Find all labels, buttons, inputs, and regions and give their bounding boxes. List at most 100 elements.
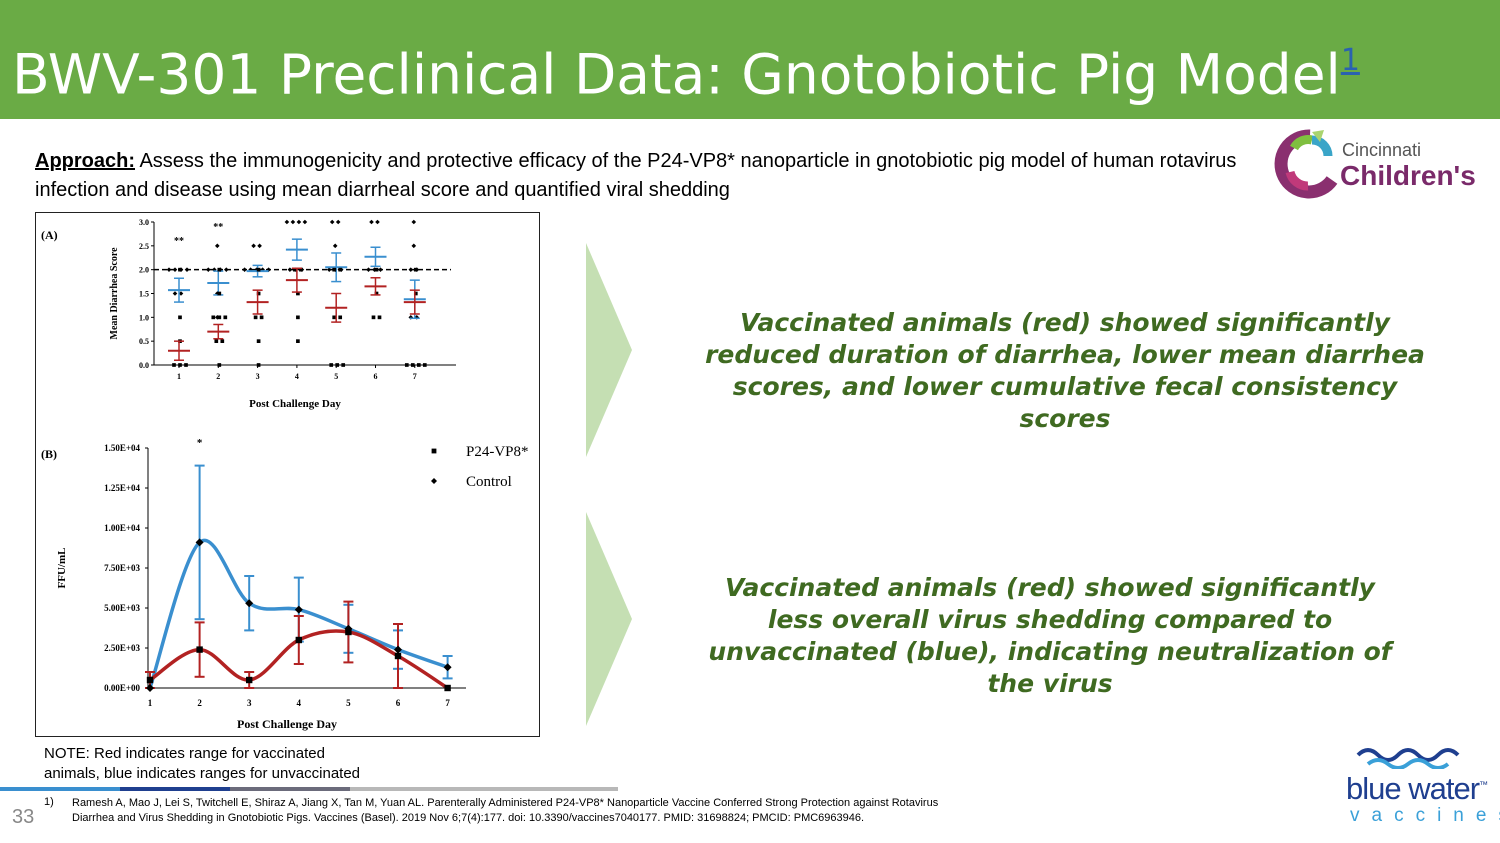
panel-a-point	[242, 267, 247, 272]
blue-water-text: blue water™	[1346, 771, 1488, 807]
reference-text: Ramesh A, Mao J, Lei S, Twitchell E, Shi…	[72, 797, 939, 824]
panel-b-x-axis-title: Post Challenge Day	[237, 717, 337, 731]
panel-a-x-axis-title: Post Challenge Day	[249, 398, 341, 410]
panel-b-point	[146, 676, 154, 684]
panel-a-point	[178, 315, 182, 320]
panel-a-point	[172, 291, 178, 296]
panel-a-point	[172, 363, 176, 367]
wave-icon	[1356, 748, 1460, 769]
blue-water-name: blue water	[1346, 771, 1480, 806]
chevron-arrow-icon-1	[586, 243, 632, 457]
panel-a-point	[257, 243, 262, 249]
panel-a-point	[293, 267, 297, 272]
childrens-text: Children's	[1340, 160, 1476, 191]
footnote-link[interactable]: 1	[1340, 43, 1360, 78]
panel-a-point	[215, 243, 220, 249]
panel-a-point	[366, 267, 371, 272]
panel-a-y-axis-title: Mean Diarrhea Score	[109, 247, 120, 340]
panel-a-y-tick-label: 3.0	[139, 218, 149, 227]
panel-a-label: (A)	[41, 228, 58, 242]
panel-a-point	[408, 267, 414, 272]
panel-a-x-tick-label: 6	[374, 372, 378, 381]
panel-a-point	[413, 291, 418, 296]
panel-a-point	[411, 219, 417, 225]
panel-a-point	[215, 315, 220, 320]
panel-a-point	[302, 219, 308, 225]
panel-a-point	[172, 267, 178, 272]
panel-a-point	[256, 291, 261, 296]
panel-b-y-tick-label: 1.50E+04	[104, 443, 140, 453]
panel-b-x-tick-label: 7	[445, 698, 450, 708]
footer-rule-navy	[120, 787, 230, 791]
approach-paragraph: Approach: Assess the immunogenicity and …	[35, 147, 1255, 205]
color-note: NOTE: Red indicates range for vaccinated…	[44, 744, 360, 784]
chart-figure: (A) 0.0 0.5 1.0 1.5 2.0 2.5 3.0 1 2 3 4 5 6 7 Mean Diar…	[35, 212, 540, 737]
panel-a-point	[378, 267, 383, 272]
chevron-arrow-icon-2	[586, 512, 632, 726]
approach-text: Assess the immunogenicity and protective…	[35, 150, 1237, 201]
panel-a-point	[375, 219, 380, 225]
panel-a-point	[287, 267, 293, 272]
trademark-symbol: ™	[1479, 779, 1488, 790]
panel-a-point	[416, 363, 421, 367]
note-line-1: NOTE: Red indicates range for vaccinated	[44, 745, 325, 762]
panel-b-x-tick-label: 5	[346, 698, 351, 708]
page-number: 33	[12, 806, 35, 828]
panel-a-x-tick-label: 3	[256, 372, 260, 381]
panel-a-significance-mark: **	[213, 222, 223, 233]
panel-a-point	[296, 339, 300, 344]
panel-a-point	[223, 315, 228, 320]
panel-b-y-tick-label: 5.00E+03	[104, 603, 140, 613]
panel-a-point	[256, 267, 261, 272]
panel-a-point	[335, 363, 340, 367]
finding-diarrhea: Vaccinated animals (red) showed signific…	[705, 308, 1425, 433]
panel-a-x-tick-label: 1	[177, 372, 181, 381]
panel-a-y-tick-label: 0.5	[139, 337, 149, 346]
panel-a-point	[220, 339, 225, 344]
panel-b-legend-label: P24-VP8*	[466, 444, 529, 460]
panel-a-point	[217, 363, 222, 367]
panel-b-point	[394, 652, 402, 660]
slide-title-text: BWV-301 Preclinical Data: Gnotobiotic Pi…	[12, 42, 1341, 107]
panel-a-point	[211, 315, 216, 320]
blue-water-vaccines-logo: blue water™ vaccines	[1340, 745, 1500, 830]
panel-a-point	[404, 363, 409, 367]
panel-a-point	[329, 219, 335, 225]
panel-b-y-axis-title: FFU/mL	[56, 548, 68, 589]
panel-a-point	[410, 363, 415, 367]
panel-a-point	[332, 267, 337, 272]
panel-a-point	[299, 267, 303, 272]
panel-a-point	[422, 363, 427, 367]
panel-a-point	[338, 315, 343, 320]
panel-b-x-tick-label: 6	[396, 698, 401, 708]
panel-b-x-tick-label: 4	[297, 698, 302, 708]
panel-b-legend-label: Control	[466, 474, 512, 490]
panel-a-point	[256, 339, 261, 344]
footer-rule-gray	[230, 787, 350, 791]
panel-a-point	[212, 267, 217, 272]
panel-b-label: (B)	[41, 447, 57, 461]
panel-a-point	[377, 315, 382, 320]
panel-b-x-tick-label: 2	[197, 698, 202, 708]
panel-a-point	[413, 267, 418, 272]
panel-a-point	[296, 291, 300, 296]
panel-a-point	[166, 267, 172, 272]
panel-b-point	[444, 684, 451, 692]
panel-b-point	[295, 636, 302, 644]
panel-a-point	[290, 219, 296, 225]
panel-a-point	[217, 315, 222, 320]
panel-a-point	[341, 363, 346, 367]
panel-b-y-tick-label: 1.25E+04	[104, 483, 140, 493]
panel-a-point	[371, 315, 376, 320]
panel-a-point	[284, 219, 290, 225]
title-bar: BWV-301 Preclinical Data: Gnotobiotic Pi…	[0, 0, 1500, 119]
panel-b-point	[195, 538, 204, 547]
panel-a-point	[214, 339, 219, 344]
panel-b-y-tick-label: 2.50E+03	[104, 643, 140, 653]
panel-a-point	[206, 267, 211, 272]
panel-a-x-tick-label: 7	[413, 372, 417, 381]
panel-a-point	[329, 363, 334, 367]
panel-a-point	[256, 363, 261, 367]
panel-a-point	[178, 363, 182, 367]
panel-a-point	[296, 219, 302, 225]
